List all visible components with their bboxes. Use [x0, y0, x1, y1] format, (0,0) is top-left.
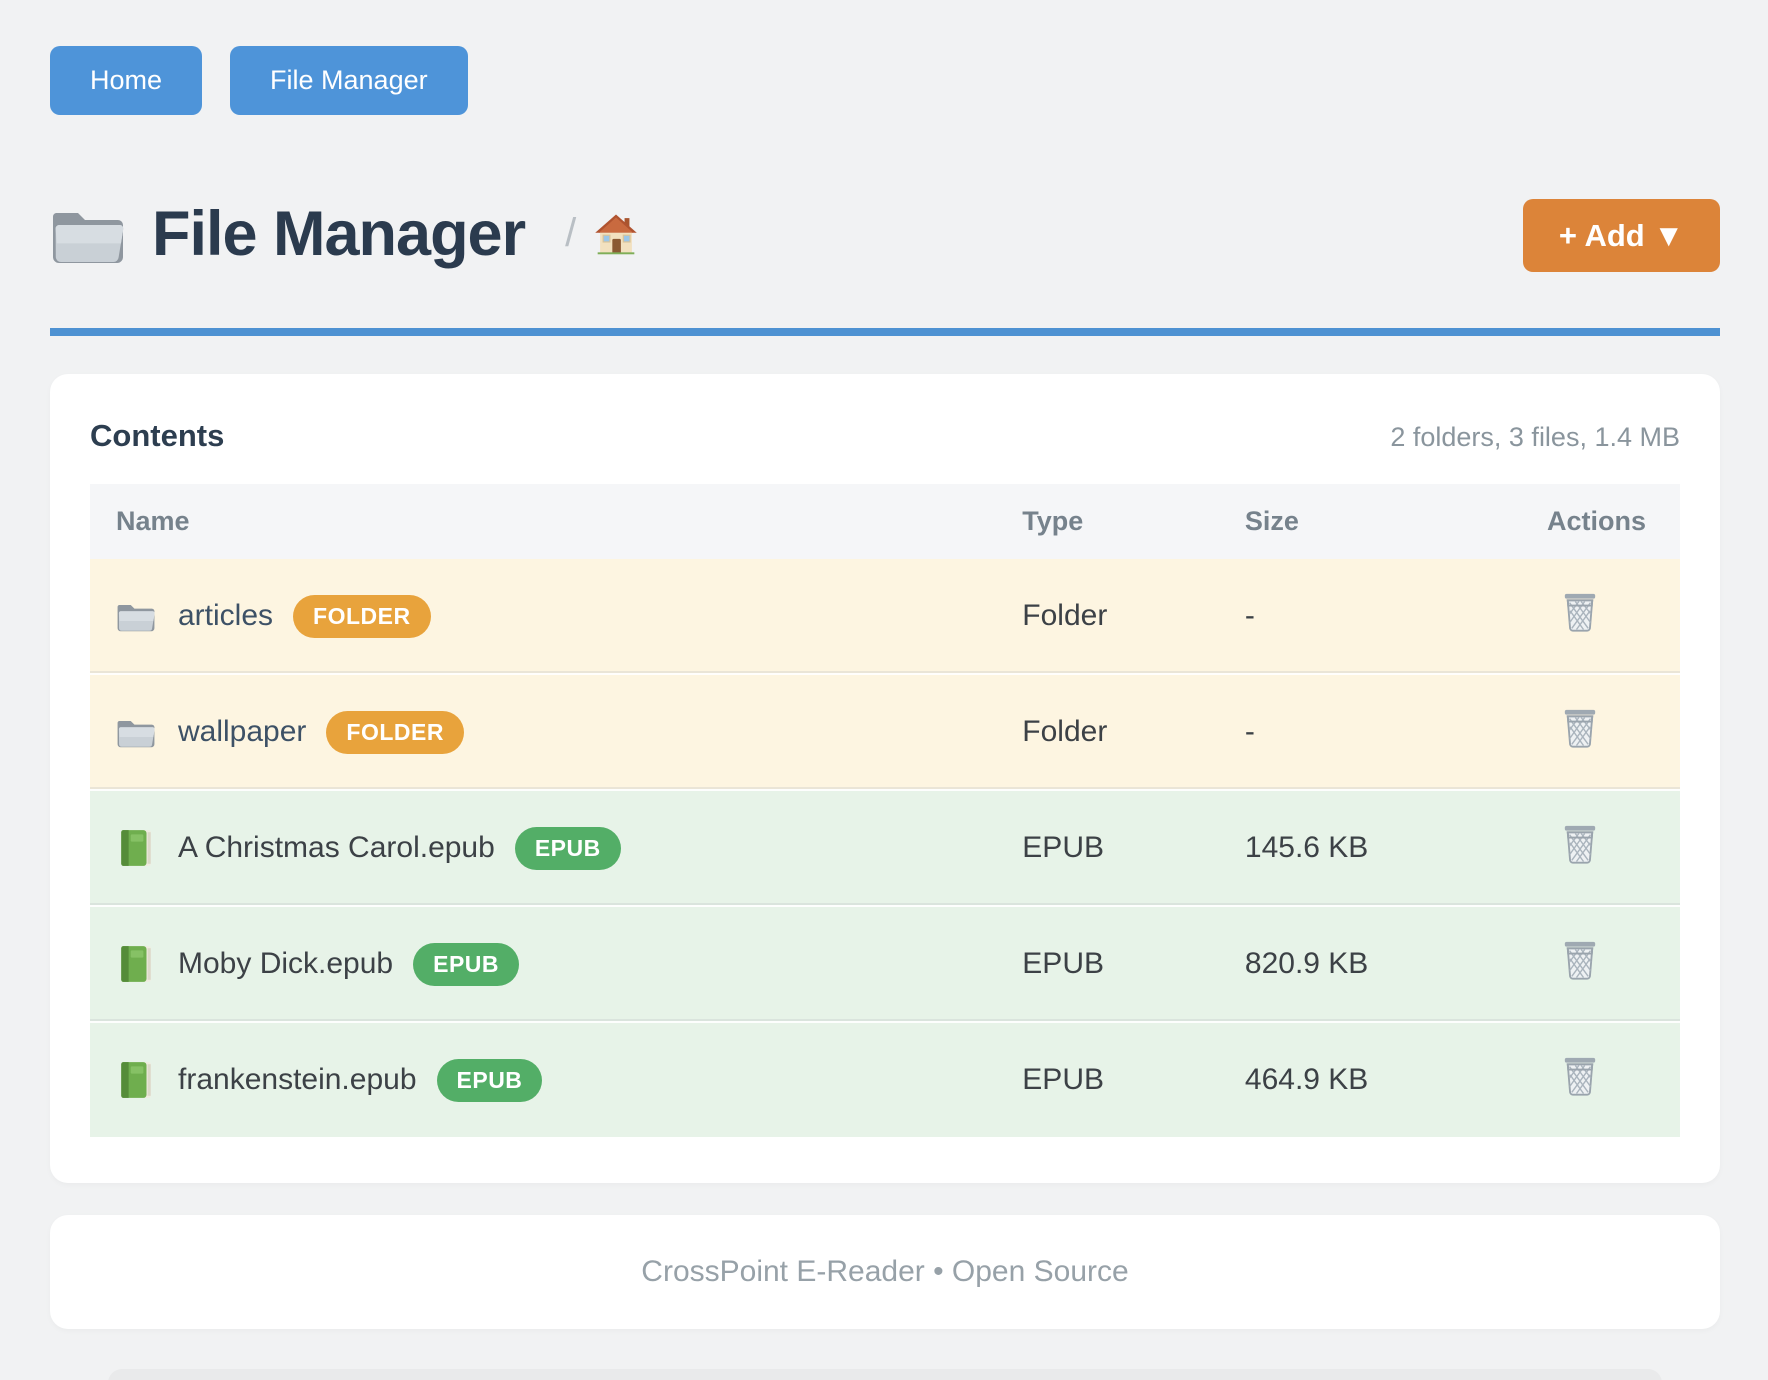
column-header-type: Type — [1022, 506, 1084, 536]
type-badge: EPUB — [413, 942, 520, 986]
folder-icon — [50, 203, 126, 265]
table-row: frankenstein.epub EPUB EPUB 464.9 KB — [90, 1021, 1680, 1137]
actions-cell — [1521, 791, 1680, 905]
contents-card: Contents 2 folders, 3 files, 1.4 MB Name… — [50, 374, 1720, 1183]
partial-next-card — [108, 1369, 1662, 1380]
page-title: File Manager — [152, 198, 526, 269]
add-button[interactable]: + Add ▼ — [1522, 199, 1720, 272]
column-header-size: Size — [1244, 506, 1299, 536]
footer-text: CrossPoint E-Reader • Open Source — [641, 1255, 1129, 1288]
trash-icon — [1561, 1055, 1599, 1097]
page-header: File Manager / + Add ▼ — [50, 195, 1720, 272]
file-name: A Christmas Carol.epub — [178, 831, 495, 864]
table-header-row: Name Type Size Actions — [90, 484, 1680, 559]
house-icon[interactable] — [594, 212, 638, 256]
type-cell: Folder — [1022, 599, 1108, 632]
trash-icon — [1561, 591, 1599, 633]
actions-cell — [1521, 675, 1680, 789]
type-cell: EPUB — [1022, 831, 1104, 864]
column-header-actions: Actions — [1546, 506, 1646, 536]
type-badge: FOLDER — [326, 710, 464, 754]
type-badge: EPUB — [436, 1058, 543, 1102]
size-cell: 145.6 KB — [1244, 831, 1369, 864]
type-badge: EPUB — [514, 826, 621, 870]
green-book-icon — [116, 1060, 156, 1100]
name-cell: articles FOLDER — [90, 563, 996, 670]
title-divider — [50, 328, 1720, 336]
type-cell: EPUB — [1022, 1063, 1104, 1096]
folder-icon — [116, 596, 156, 636]
actions-cell — [1521, 1023, 1680, 1137]
size-cell: - — [1244, 715, 1255, 748]
delete-button[interactable] — [1561, 707, 1599, 749]
green-book-icon — [116, 828, 156, 868]
size-cell: - — [1244, 599, 1255, 632]
delete-button[interactable] — [1561, 939, 1599, 981]
nav-home-button[interactable]: Home — [50, 46, 203, 115]
column-header-name: Name — [116, 506, 190, 536]
table-row: Moby Dick.epub EPUB EPUB 820.9 KB — [90, 905, 1680, 1021]
type-cell: Folder — [1022, 715, 1108, 748]
contents-card-header: Contents 2 folders, 3 files, 1.4 MB — [90, 418, 1680, 454]
table-row: articles FOLDER Folder - — [90, 559, 1680, 673]
size-cell: 464.9 KB — [1244, 1063, 1369, 1096]
file-name: Moby Dick.epub — [178, 947, 394, 980]
contents-table: Name Type Size Actions articles FOLDER Folder… — [90, 484, 1680, 1137]
type-cell: EPUB — [1022, 947, 1104, 980]
name-cell: A Christmas Carol.epub EPUB — [90, 795, 996, 902]
footer-card: CrossPoint E-Reader • Open Source — [50, 1215, 1720, 1329]
actions-cell — [1521, 907, 1680, 1021]
delete-button[interactable] — [1561, 1055, 1599, 1097]
folder-icon — [116, 712, 156, 752]
contents-title: Contents — [90, 418, 225, 453]
name-cell: wallpaper FOLDER — [90, 679, 996, 786]
name-cell: Moby Dick.epub EPUB — [90, 911, 996, 1018]
delete-button[interactable] — [1561, 591, 1599, 633]
breadcrumb-separator: / — [565, 211, 577, 255]
table-body: articles FOLDER Folder - wallpaper FOLDER Fol… — [90, 559, 1680, 1137]
file-name[interactable]: wallpaper — [178, 715, 307, 748]
table-row: A Christmas Carol.epub EPUB EPUB 145.6 KB — [90, 789, 1680, 905]
trash-icon — [1561, 823, 1599, 865]
green-book-icon — [116, 944, 156, 984]
delete-button[interactable] — [1561, 823, 1599, 865]
nav-file-manager-button[interactable]: File Manager — [230, 46, 468, 115]
file-name[interactable]: articles — [178, 599, 274, 632]
table-row: wallpaper FOLDER Folder - — [90, 673, 1680, 789]
size-cell: 820.9 KB — [1244, 947, 1369, 980]
top-nav: Home File Manager — [50, 46, 1720, 115]
file-name: frankenstein.epub — [178, 1063, 417, 1096]
trash-icon — [1561, 939, 1599, 981]
trash-icon — [1561, 707, 1599, 749]
actions-cell — [1521, 559, 1680, 673]
contents-summary: 2 folders, 3 files, 1.4 MB — [1390, 422, 1680, 452]
name-cell: frankenstein.epub EPUB — [90, 1027, 996, 1134]
type-badge: FOLDER — [293, 594, 431, 638]
